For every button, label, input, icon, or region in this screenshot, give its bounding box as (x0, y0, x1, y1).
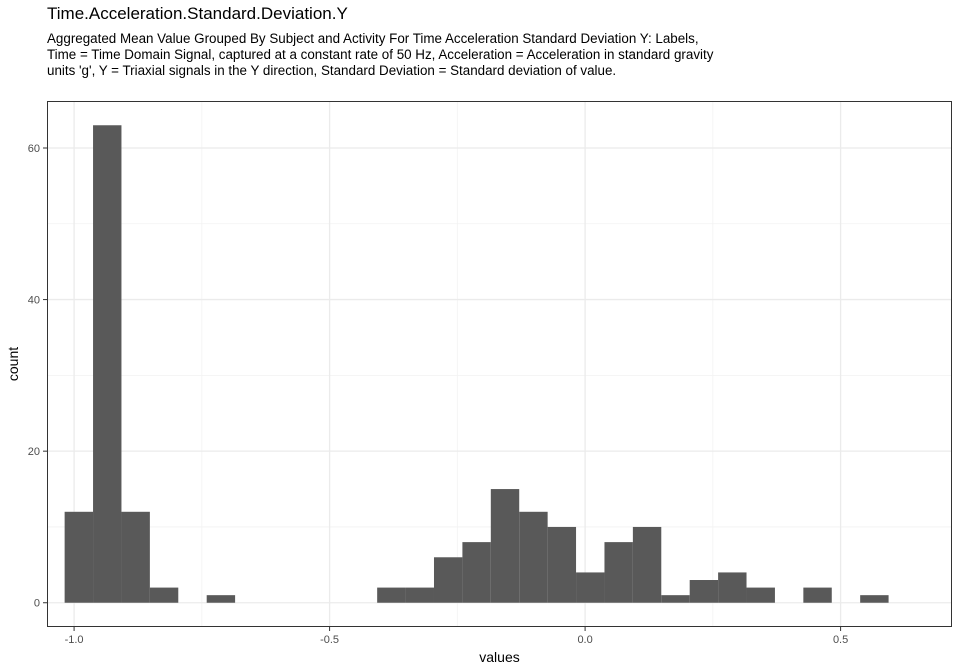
chart-subtitle: Aggregated Mean Value Grouped By Subject… (47, 31, 714, 78)
x-tick-label: -1.0 (65, 634, 84, 646)
histogram-bar (377, 587, 406, 603)
histogram-bar (519, 511, 548, 603)
histogram-bar (64, 511, 94, 603)
y-axis-title: count (5, 347, 21, 381)
y-tick-label: 0 (34, 598, 40, 610)
histogram-bar (121, 511, 150, 603)
x-axis-title: values (479, 649, 519, 665)
y-tick-label: 40 (28, 295, 40, 307)
y-axis: 0 20 40 60 (28, 143, 47, 610)
y-tick-label: 60 (28, 143, 40, 155)
histogram-bar (803, 587, 832, 603)
histogram-bar (661, 595, 690, 603)
x-axis: -1.0 -0.5 0.0 0.5 (65, 627, 848, 646)
histogram-bar (860, 595, 889, 603)
histogram-bars (64, 125, 889, 603)
y-tick-label: 20 (28, 446, 40, 458)
histogram-bar (718, 572, 747, 603)
histogram-bar (93, 125, 122, 603)
histogram-bar (206, 595, 236, 603)
chart-title: Time.Acceleration.Standard.Deviation.Y (47, 4, 348, 23)
histogram-bar (689, 580, 719, 603)
x-tick-label: 0.0 (577, 634, 592, 646)
histogram-bar (576, 572, 605, 603)
histogram-bar (604, 542, 633, 603)
histogram-bar (746, 587, 775, 603)
histogram-bar (462, 542, 491, 603)
histogram-bar (433, 557, 463, 603)
plot-border (47, 101, 952, 627)
histogram-bar (405, 587, 434, 603)
histogram-bar (149, 587, 179, 603)
histogram-bar (632, 526, 662, 603)
histogram-bar (490, 489, 520, 603)
histogram-bar (547, 526, 577, 603)
x-tick-label: -0.5 (320, 634, 339, 646)
x-tick-label: 0.5 (833, 634, 848, 646)
